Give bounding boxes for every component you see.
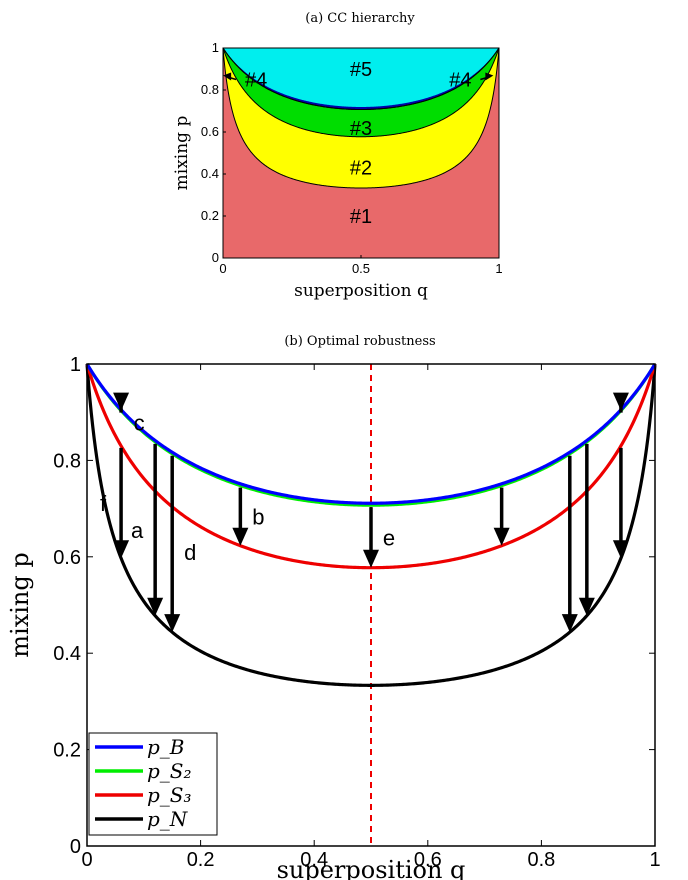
arrow-head — [612, 392, 629, 411]
legend-box — [88, 732, 218, 836]
arrow-head — [113, 540, 130, 559]
b-xtick-label: 0.8 — [527, 849, 555, 871]
series-line-pN — [85, 363, 657, 687]
panel-a-cc-hierarchy: (a) CC hierarchy 0 0.5 100.20.40.60.81 #1#… — [172, 11, 503, 301]
a-xtick-label: 1 — [495, 261, 502, 276]
panel-a-ylabel: mixing p — [172, 116, 192, 191]
b-ytick-label: 0.8 — [53, 450, 81, 472]
a-ytick-label: 0.8 — [201, 82, 219, 97]
series-line-pB — [85, 363, 657, 505]
region-label-5: #5 — [350, 59, 372, 81]
b-xtick-label: 0.6 — [414, 849, 442, 871]
a-ytick-label: 0.6 — [201, 124, 219, 139]
arrow-head — [113, 392, 130, 411]
region-4-arrowhead — [223, 72, 232, 81]
panel-a-boundaries — [222, 47, 500, 189]
panel-a-regions — [223, 48, 499, 258]
panel-b-xlabel: superposition q — [277, 856, 466, 880]
a-xtick-label: 0 — [219, 261, 226, 276]
boundary-p_B — [222, 47, 500, 111]
boundary-p_N — [222, 47, 500, 189]
a-xtick-label: 0.5 — [352, 261, 370, 276]
arrow-label-f: f — [100, 491, 107, 516]
legend-entry: p_B — [147, 735, 185, 759]
arrow-label-e: e — [383, 525, 395, 550]
panel-a-xlabel: superposition q — [294, 281, 428, 301]
arrow-head — [561, 614, 578, 633]
b-xtick-label: 0.2 — [187, 849, 215, 871]
panel-b-ylabel: mixing p — [6, 552, 34, 657]
region-1 — [223, 48, 499, 258]
boundary-p_S3 — [222, 47, 500, 138]
panel-a-ticks: 0 0.5 1 0 0.2 0.4 0.6 0.8 1 — [201, 40, 503, 276]
a-ytick-label: 0.2 — [201, 208, 219, 223]
panel-a-title: (a) CC hierarchy — [305, 11, 415, 26]
arrow-label-d: d — [184, 540, 196, 565]
panel-b-ticks: 0 0.2 0.4 0.6 0.8 1 0 0.2 0.4 0.6 0.8 1 — [53, 354, 660, 871]
arrow-label-b: b — [252, 505, 264, 530]
region-label-1: #1 — [350, 206, 372, 228]
b-ytick-label: 0.2 — [53, 740, 81, 762]
b-ytick-label: 0 — [70, 836, 81, 858]
region-label-2: #2 — [350, 158, 372, 180]
region-label-4-1: #4 — [449, 70, 471, 92]
b-xtick-label: 0 — [81, 849, 92, 871]
panel-a-region-labels: #1 #2 #3 #4 #4 #5 — [223, 59, 494, 228]
arrow-head — [147, 597, 164, 616]
region-label-4-0: #4 — [245, 70, 267, 92]
panel-b-title: (b) Optimal robustness — [284, 334, 435, 349]
panel-b-axes-box — [86, 363, 656, 847]
arrow-head — [164, 614, 181, 633]
a-ytick-label: 0 — [212, 250, 219, 265]
legend-entry: p_S₂ — [147, 759, 192, 783]
legend-entry: p_N — [147, 807, 189, 831]
legend-entry: p_S₃ — [147, 783, 192, 807]
arrow-head — [612, 540, 629, 559]
region-label-3: #3 — [350, 118, 372, 140]
b-ytick-label: 1 — [70, 354, 81, 376]
arrow-head — [232, 527, 249, 546]
panel-b-arrows: c fa d b e — [100, 392, 629, 633]
a-ytick-label: 0.4 — [201, 166, 219, 181]
arrow-label-c: c — [134, 411, 145, 436]
arrow-head — [578, 597, 595, 616]
arrow-label-a: a — [131, 518, 144, 543]
b-ytick-label: 0.4 — [53, 643, 81, 665]
panel-b-optimal-robustness: (b) Optimal robustness c fa d b e 0 0.2 0.4 0.6… — [6, 334, 661, 880]
legend: p_Bp_S₂p_S₃p_N — [88, 732, 218, 836]
a-ytick-label: 1 — [212, 40, 219, 55]
arrow-head — [493, 527, 510, 546]
region-4-arrowhead — [485, 72, 494, 81]
arrow-head — [363, 549, 379, 568]
b-xtick-label: 1 — [649, 849, 660, 871]
b-ytick-label: 0.6 — [53, 547, 81, 569]
b-xtick-label: 0.4 — [300, 849, 328, 871]
